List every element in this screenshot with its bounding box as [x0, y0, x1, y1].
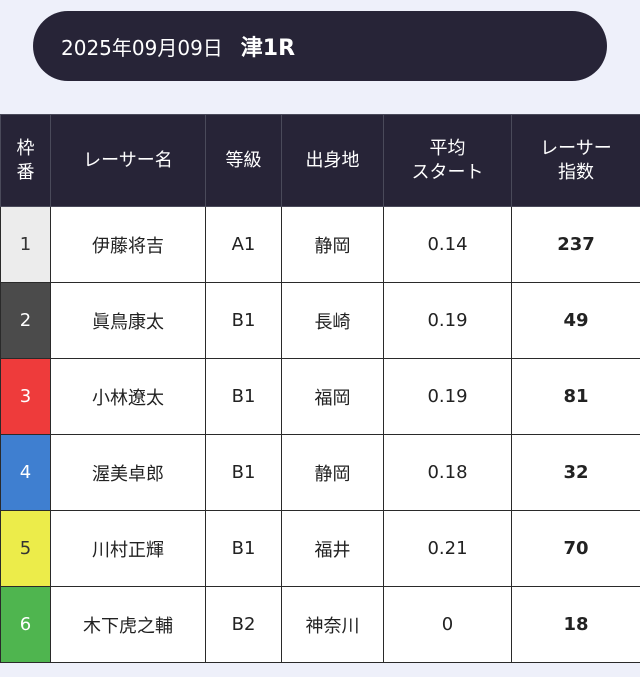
frame-number-cell: 6 [0, 586, 51, 663]
avg-start-cell: 0.14 [383, 206, 512, 283]
race-header: 2025年09月09日 津1R [33, 11, 607, 81]
racer-name-cell: 眞鳥康太 [50, 282, 206, 359]
hometown-cell: 福井 [281, 510, 384, 587]
racer-table-container: 枠 番 レーサー名 等級 出身地 平均 スタート レーサー 指数 1 伊藤将吉 A1… [0, 114, 640, 663]
hometown-cell: 静岡 [281, 206, 384, 283]
frame-number-cell: 5 [0, 510, 51, 587]
table-header-row: 枠 番 レーサー名 等級 出身地 平均 スタート レーサー 指数 [0, 114, 640, 207]
racer-name-cell: 川村正輝 [50, 510, 206, 587]
hometown-cell: 福岡 [281, 358, 384, 435]
column-header-avg-start: 平均 スタート [383, 114, 512, 207]
racer-index-cell: 70 [511, 510, 640, 587]
racer-index-cell: 237 [511, 206, 640, 283]
frame-number-cell: 1 [0, 206, 51, 283]
racer-name-cell: 木下虎之輔 [50, 586, 206, 663]
grade-cell: B1 [205, 434, 282, 511]
hometown-cell: 長崎 [281, 282, 384, 359]
race-date: 2025年09月09日 [61, 35, 223, 60]
avg-start-cell: 0.18 [383, 434, 512, 511]
racer-name-cell: 小林遼太 [50, 358, 206, 435]
hometown-cell: 静岡 [281, 434, 384, 511]
table-row: 4 渥美卓郎 B1 静岡 0.18 32 [0, 434, 640, 511]
racer-index-cell: 49 [511, 282, 640, 359]
table-row: 5 川村正輝 B1 福井 0.21 70 [0, 510, 640, 587]
column-header-racer-name: レーサー名 [50, 114, 206, 207]
grade-cell: A1 [205, 206, 282, 283]
racer-index-cell: 81 [511, 358, 640, 435]
column-header-racer-index: レーサー 指数 [511, 114, 640, 207]
table-row: 3 小林遼太 B1 福岡 0.19 81 [0, 358, 640, 435]
grade-cell: B1 [205, 358, 282, 435]
grade-cell: B1 [205, 510, 282, 587]
racer-name-cell: 伊藤将吉 [50, 206, 206, 283]
frame-number-cell: 3 [0, 358, 51, 435]
racer-index-cell: 32 [511, 434, 640, 511]
table-row: 1 伊藤将吉 A1 静岡 0.14 237 [0, 206, 640, 283]
avg-start-cell: 0.19 [383, 358, 512, 435]
frame-number-cell: 4 [0, 434, 51, 511]
avg-start-cell: 0 [383, 586, 512, 663]
column-header-frame: 枠 番 [0, 114, 51, 207]
frame-number-cell: 2 [0, 282, 51, 359]
racer-name-cell: 渥美卓郎 [50, 434, 206, 511]
racer-table: 枠 番 レーサー名 等級 出身地 平均 スタート レーサー 指数 1 伊藤将吉 A1… [0, 114, 640, 663]
grade-cell: B1 [205, 282, 282, 359]
race-name: 津1R [240, 36, 296, 61]
grade-cell: B2 [205, 586, 282, 663]
racer-index-cell: 18 [511, 586, 640, 663]
avg-start-cell: 0.19 [383, 282, 512, 359]
hometown-cell: 神奈川 [281, 586, 384, 663]
table-row: 2 眞鳥康太 B1 長崎 0.19 49 [0, 282, 640, 359]
column-header-hometown: 出身地 [281, 114, 384, 207]
table-row: 6 木下虎之輔 B2 神奈川 0 18 [0, 586, 640, 663]
avg-start-cell: 0.21 [383, 510, 512, 587]
column-header-grade: 等級 [205, 114, 282, 207]
